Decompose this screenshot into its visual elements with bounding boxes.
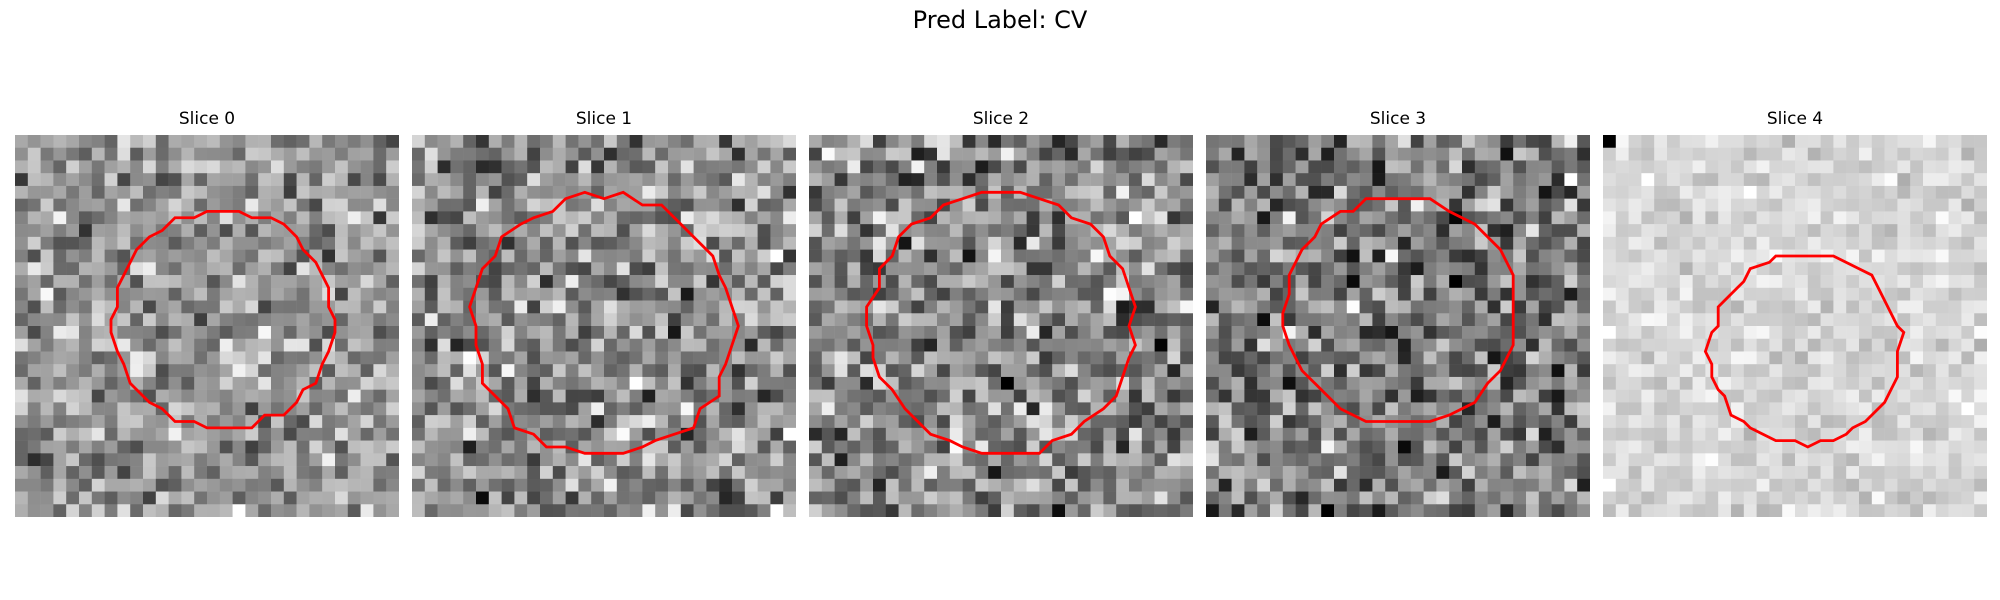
slice-image (1206, 135, 1590, 517)
slice-title: Slice 0 (178, 109, 236, 129)
segmentation-contour (1281, 197, 1515, 423)
segmentation-contour (865, 190, 1137, 455)
slice-panel-4: Slice 4 (1603, 108, 1987, 517)
slice-image (412, 135, 796, 517)
slice-panel-3: Slice 3 (1206, 108, 1590, 517)
slice-panel-1: Slice 1 (412, 108, 796, 517)
slice-title: Slice 4 (1766, 109, 1824, 129)
segmentation-contour (468, 190, 740, 455)
slice-panel-2: Slice 2 (809, 108, 1193, 517)
slice-image (1603, 135, 1987, 517)
segmentation-contour (109, 209, 337, 430)
segmentation-contour (1703, 254, 1906, 449)
figure-title: Pred Label: CV (912, 6, 1088, 34)
slice-image (15, 135, 399, 517)
slice-panel-0: Slice 0 (15, 108, 399, 517)
slice-image (809, 135, 1193, 517)
slice-title: Slice 3 (1369, 109, 1427, 129)
slice-title: Slice 2 (972, 109, 1030, 129)
slice-title: Slice 1 (575, 109, 633, 129)
